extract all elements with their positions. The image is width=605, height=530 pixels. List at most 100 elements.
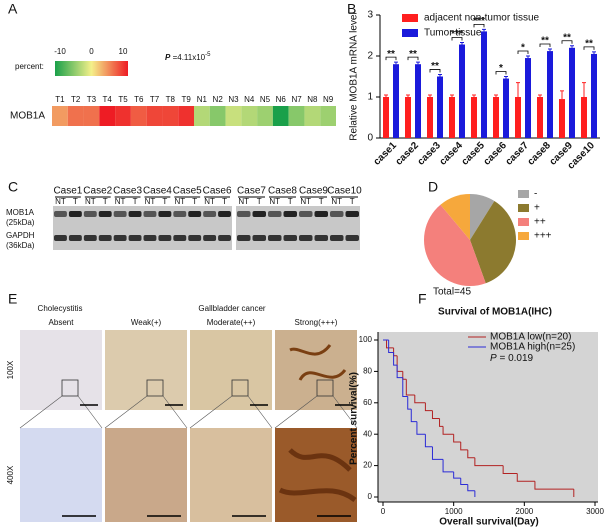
- band: [143, 211, 157, 217]
- y-tick-label: 80: [363, 367, 372, 376]
- group-label: Cholecystitis: [38, 304, 83, 313]
- lane-label: T: [350, 197, 355, 206]
- lane-label: NT: [55, 197, 66, 206]
- p-value: P =4.11x10-5: [165, 52, 211, 63]
- band: [54, 211, 67, 217]
- heat-cell: [99, 106, 116, 126]
- band: [218, 235, 231, 241]
- zoom-lines: [189, 395, 273, 429]
- significance: **: [541, 36, 549, 47]
- band: [128, 235, 142, 241]
- survival-step: [414, 394, 426, 404]
- survival-step: [453, 434, 461, 443]
- micrograph: [190, 428, 272, 522]
- bar: [393, 64, 399, 138]
- band: [252, 211, 266, 217]
- band: [299, 211, 313, 217]
- p-value: P = 0.019: [490, 353, 534, 364]
- case-label: Case8: [268, 186, 297, 197]
- x-tick-label: 0: [381, 507, 386, 516]
- x-tick-label: case4: [438, 140, 466, 168]
- y-tick-label: 0: [368, 492, 373, 501]
- band: [54, 235, 67, 241]
- heat-cell: [209, 106, 226, 126]
- column-label: Strong(+++): [295, 318, 338, 327]
- panel-label: F: [418, 291, 427, 307]
- survival-step: [502, 465, 518, 474]
- survival-step: [467, 484, 475, 492]
- bar: [471, 97, 477, 138]
- micrograph: [20, 330, 102, 410]
- bar: [525, 58, 531, 138]
- significance: **: [409, 49, 417, 60]
- lane-label: T: [162, 197, 167, 206]
- band: [330, 235, 344, 241]
- survival-step: [442, 459, 454, 473]
- total-label: Total=45: [433, 287, 472, 298]
- x-tick-label: case5: [460, 140, 488, 168]
- bar: [427, 97, 433, 138]
- panel-label: D: [428, 179, 438, 195]
- error-bar: [516, 82, 520, 97]
- survival-step: [431, 446, 444, 460]
- significance: ***: [451, 29, 463, 40]
- colorbar-label: percent:: [15, 62, 44, 71]
- error-bar: [384, 94, 388, 97]
- band: [113, 211, 127, 217]
- legend-swatch: [518, 232, 529, 240]
- p-text: = 0.019: [497, 353, 534, 364]
- legend-swatch: [518, 204, 529, 212]
- legend-label: Tumor tissue: [424, 28, 482, 39]
- legend-label: MOB1A high(n=25): [490, 342, 575, 353]
- micrograph: [275, 428, 357, 522]
- bar: [503, 78, 509, 138]
- heat-cell: [52, 106, 68, 126]
- y-tick-label: 3: [367, 10, 373, 21]
- band: [158, 235, 172, 241]
- x-tick-label: case2: [394, 140, 422, 168]
- survival-step: [410, 409, 417, 423]
- bar: [383, 97, 389, 138]
- row-label: (36kDa): [6, 241, 35, 250]
- case-label: Case3: [113, 186, 142, 197]
- survival-step: [516, 473, 535, 482]
- significance-bracket: [539, 43, 551, 48]
- zoom-box: [61, 379, 79, 397]
- survival-step: [388, 340, 394, 354]
- row-label: MOB1A: [6, 208, 35, 217]
- significance: **: [431, 61, 439, 72]
- case-label: Case2: [83, 186, 112, 197]
- heat-cell: [272, 106, 289, 126]
- x-tick-label: case3: [416, 140, 444, 168]
- y-tick-label: 60: [363, 398, 372, 407]
- band: [158, 211, 172, 217]
- zoom-lines: [274, 395, 358, 429]
- tissue-pattern: [289, 344, 347, 381]
- zoom-lines: [19, 395, 103, 429]
- survival-step: [405, 379, 415, 396]
- survival-step: [393, 352, 398, 366]
- survival-step: [386, 340, 394, 349]
- band: [113, 235, 127, 241]
- heat-cell: [257, 106, 273, 126]
- bar: [569, 47, 575, 138]
- case-label: Case5: [173, 186, 202, 197]
- band: [188, 211, 202, 217]
- panel-label: E: [8, 291, 17, 307]
- band: [83, 211, 97, 217]
- colorbar: [55, 61, 128, 76]
- y-tick-label: 40: [363, 429, 372, 438]
- case-label: Case6: [203, 186, 232, 197]
- column-label: N6: [276, 95, 287, 104]
- band: [143, 235, 157, 241]
- x-tick-label: 3000: [586, 507, 604, 516]
- plot-background: [378, 332, 598, 502]
- band: [252, 235, 266, 241]
- band: [128, 211, 142, 217]
- bar: [437, 76, 443, 138]
- error-bar: [450, 94, 454, 97]
- survival-step: [442, 426, 454, 435]
- column-label: T2: [71, 95, 81, 104]
- heat-cell: [320, 106, 336, 126]
- band: [299, 235, 313, 241]
